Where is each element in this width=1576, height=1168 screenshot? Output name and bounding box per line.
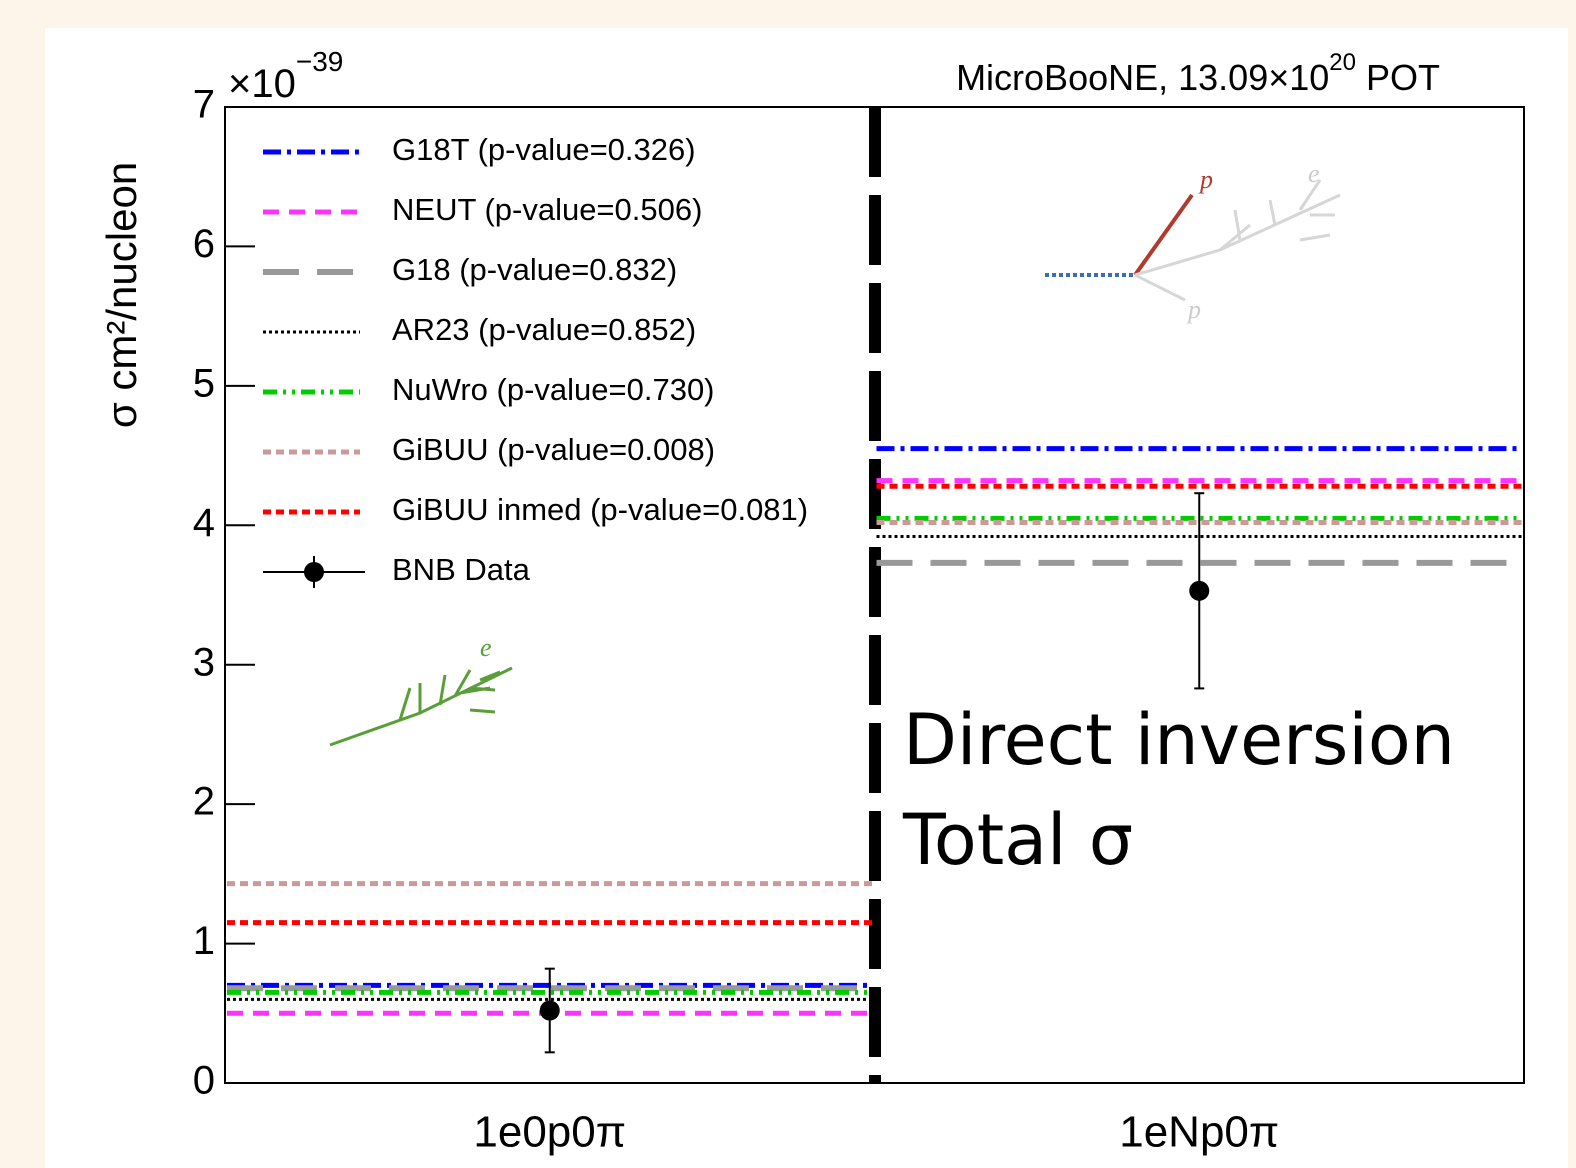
y-axis-label: σ cm²/nucleon [98, 162, 145, 428]
annotation: Total σ [902, 799, 1133, 881]
legend-label: G18T (p-value=0.326) [392, 132, 696, 167]
title-part: POT [1356, 57, 1440, 98]
title-part: MicroBooNE, 13.09×10 [956, 57, 1329, 98]
legend-label: GiBUU inmed (p-value=0.081) [392, 492, 808, 527]
y-tick-label: 2 [193, 780, 215, 824]
inset-np: p e p [1045, 159, 1341, 324]
legend-label: AR23 (p-value=0.852) [392, 312, 696, 347]
data-point [539, 1000, 560, 1021]
legend-label: GiBUU (p-value=0.008) [392, 432, 715, 467]
inset-label: p [1186, 295, 1201, 324]
y-tick-label: 1 [193, 919, 215, 963]
inset-label: e [1308, 159, 1320, 188]
inset-label: e [480, 633, 492, 662]
y-tick-label: 4 [193, 501, 215, 545]
inset-0p: e [329, 633, 513, 747]
annotation: Direct inversion [903, 699, 1455, 781]
legend-label: BNB Data [392, 552, 531, 587]
legend-swatch [304, 562, 324, 582]
legend-label: G18 (p-value=0.832) [392, 252, 677, 287]
chart-title: MicroBooNE, 13.09×1020 POT [956, 49, 1440, 97]
y-tick-label: 0 [193, 1059, 215, 1103]
inset-label: p [1198, 165, 1213, 194]
legend-label: NEUT (p-value=0.506) [392, 192, 702, 227]
x-tick-label: 1e0p0π [473, 1108, 626, 1157]
x-tick-label: 1eNp0π [1119, 1108, 1279, 1157]
data-point [1189, 580, 1210, 601]
y-multiplier-exp: −39 [296, 46, 344, 77]
y-tick-label: 5 [193, 361, 215, 405]
title-sup: 20 [1329, 49, 1356, 76]
legend-label: NuWro (p-value=0.730) [392, 372, 715, 407]
y-multiplier: ×10−39 [228, 46, 343, 105]
y-multiplier-base: ×10 [228, 62, 296, 106]
panel [45, 28, 1568, 1168]
y-tick-label: 6 [193, 222, 215, 266]
y-tick-label: 3 [193, 640, 215, 684]
y-tick-label: 7 [193, 83, 215, 127]
